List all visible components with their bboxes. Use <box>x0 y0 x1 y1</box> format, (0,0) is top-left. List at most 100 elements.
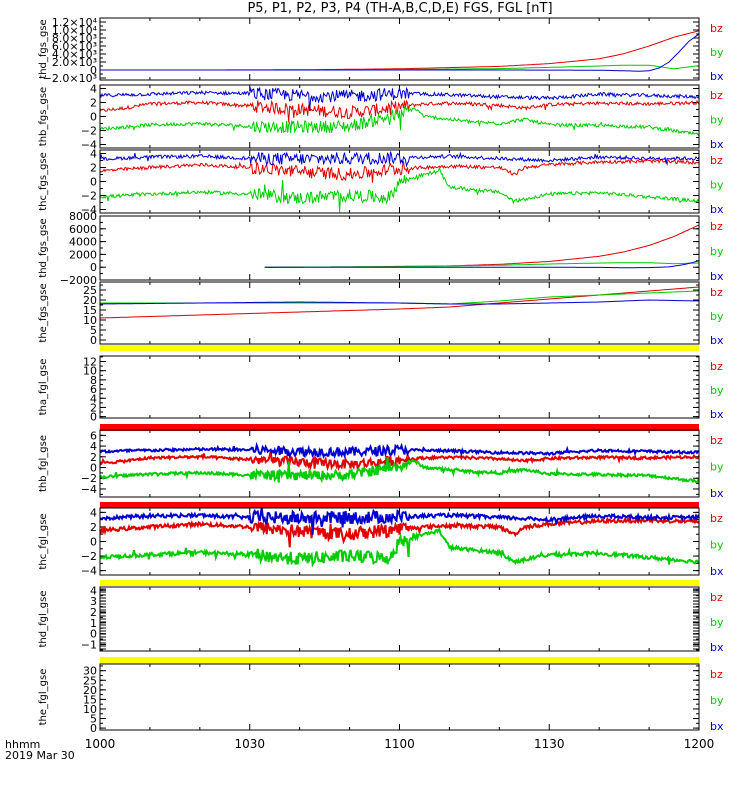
legend-by: by <box>710 114 724 127</box>
ytick-label: 0 <box>90 628 97 641</box>
xtick-label: 1100 <box>384 737 415 751</box>
legend-bz: bz <box>710 591 723 604</box>
ytick-label: 0 <box>90 334 97 347</box>
ytick-label: 4 <box>90 440 97 453</box>
legend-bz: bz <box>710 286 723 299</box>
panel-thc_fgl_gse-7: 4 2 0−2 −4 thc_fgl_gse bz by bx <box>38 506 724 578</box>
legend-bz: bz <box>710 154 723 167</box>
ytick-label: −4 <box>81 565 97 578</box>
ytick-label: 0 <box>90 111 97 124</box>
ytick-label: 1 <box>90 617 97 630</box>
ytick-label: 25 <box>83 674 97 687</box>
ytick-label: 15 <box>83 693 97 706</box>
ytick-label: 4 <box>90 83 97 96</box>
ytick-label: 0 <box>90 462 97 475</box>
series-line-bz <box>99 516 700 548</box>
panel-frame <box>99 215 700 281</box>
series-line-bz <box>99 158 700 183</box>
ytick-label: 2000 <box>69 248 97 261</box>
series-line-by <box>100 64 700 71</box>
series-line-bz <box>99 450 700 472</box>
ytick-label: 10 <box>83 703 97 716</box>
panel-thd_fgs_gse-0: 1.2×10⁴1.0×10⁴8.0×10³6.0×10³4.0×10³2.0×1… <box>38 16 724 85</box>
ytick-label: −4 <box>81 139 97 152</box>
ylabel-tha_fgl_gse: tha_fgl_gse <box>38 359 49 416</box>
legend-by: by <box>710 461 724 474</box>
series-line-bz <box>264 224 700 268</box>
series-line-bx <box>264 260 700 269</box>
ytick-label: 5 <box>90 713 97 726</box>
ytick-label: 2 <box>90 97 97 110</box>
series-line-by <box>99 105 700 136</box>
series-line-bx <box>99 151 700 168</box>
legend-by: by <box>710 616 724 629</box>
ytick-label: 12 <box>83 356 97 369</box>
legend-by: by <box>710 245 724 258</box>
legend-bx: bx <box>710 641 724 654</box>
ylabel-thd_fgs_gse: thd_fgs_gse <box>38 218 49 277</box>
ytick-label: −2000 <box>60 274 97 287</box>
legend-bx: bx <box>710 270 724 283</box>
ytick-label: −1 <box>81 638 97 651</box>
ylabel-thc_fgl_gse: thc_fgl_gse <box>38 513 49 569</box>
ylabel-the_fgs_gse: the_fgs_gse <box>38 283 49 342</box>
ytick-label: 0 <box>90 64 97 77</box>
legend-bx: bx <box>710 70 724 83</box>
ytick-label: 1.0×10⁴ <box>52 24 98 37</box>
ytick-label: −2 <box>81 472 97 485</box>
ytick-label: 4.0×10³ <box>52 48 97 61</box>
legend-by: by <box>710 384 724 397</box>
legend-bz: bz <box>710 22 723 35</box>
ytick-label: 3 <box>90 595 97 608</box>
legend-bz: bz <box>710 512 723 525</box>
panel-frame <box>99 429 700 498</box>
ytick-label: 2 <box>90 401 97 414</box>
ytick-label: 20 <box>83 684 97 697</box>
ytick-label: 30 <box>83 665 97 678</box>
ytick-label: 6 <box>90 383 97 396</box>
ytick-label: 6.0×10³ <box>52 40 97 53</box>
ytick-label: 4 <box>90 148 97 161</box>
ytick-label: −4 <box>81 204 97 217</box>
ytick-label: −2.0×10³ <box>43 72 97 85</box>
panel-frame <box>99 507 700 576</box>
ytick-label: 4000 <box>69 236 97 249</box>
legend-bz: bz <box>710 434 723 447</box>
status-bar-0 <box>100 345 699 351</box>
legend-by: by <box>710 694 724 707</box>
ytick-label: 10 <box>83 314 97 327</box>
ylabel-thd_fgs_gse: thd_fgs_gse <box>38 19 49 78</box>
ytick-label: 2 <box>90 451 97 464</box>
ylabel-the_fgl_gse: the_fgl_gse <box>38 669 49 726</box>
ytick-label: 0 <box>90 261 97 274</box>
ylabel-thd_fgl_gse: thd_fgl_gse <box>38 591 49 648</box>
ytick-label: 8.0×10³ <box>52 32 97 45</box>
series-line-bx <box>99 86 700 111</box>
series-line-bz <box>99 99 700 123</box>
ytick-label: 25 <box>83 284 97 297</box>
ytick-label: 0 <box>90 536 97 549</box>
panel-frame <box>99 17 700 81</box>
ytick-label: 6000 <box>69 223 97 236</box>
x-axis-label-hhmm: hhmm <box>5 738 41 751</box>
ytick-label: −2 <box>81 190 97 203</box>
ytick-label: 4 <box>90 392 97 405</box>
legend-by: by <box>710 46 724 59</box>
ytick-label: 20 <box>83 294 97 307</box>
legend-bx: bx <box>710 138 724 151</box>
ytick-label: 15 <box>83 304 97 317</box>
panel-frame <box>99 663 700 731</box>
ytick-label: 0 <box>90 722 97 735</box>
series-line-bx <box>99 441 699 460</box>
legend-bx: bx <box>710 203 724 216</box>
ytick-label: −4 <box>81 483 97 496</box>
legend-bz: bz <box>710 668 723 681</box>
panel-frame <box>99 281 700 345</box>
ytick-label: 10 <box>83 365 97 378</box>
